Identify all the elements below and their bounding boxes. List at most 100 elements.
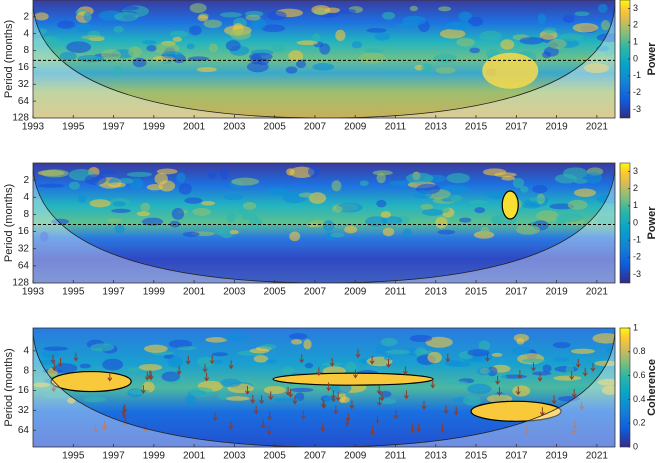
phase-arrow xyxy=(107,372,113,382)
texture xyxy=(111,208,131,214)
phase-arrow xyxy=(202,363,208,373)
phase-arrow xyxy=(344,417,350,427)
texture xyxy=(596,194,615,204)
phase-arrow xyxy=(50,354,56,364)
texture xyxy=(43,392,72,399)
texture xyxy=(573,188,596,197)
x-tick-label: 2021 xyxy=(586,451,609,462)
texture xyxy=(211,352,229,357)
texture xyxy=(226,211,236,223)
phase-arrow xyxy=(349,400,355,410)
y-tick-label: 32 xyxy=(18,243,30,254)
phase-arrow xyxy=(253,405,259,415)
phase-arrow xyxy=(266,426,272,435)
texture xyxy=(168,339,193,349)
texture xyxy=(242,213,259,221)
texture xyxy=(409,5,419,12)
texture xyxy=(295,60,307,69)
phase-arrow xyxy=(212,412,218,422)
x-tick-label: 2015 xyxy=(465,451,488,462)
texture xyxy=(113,26,124,33)
texture xyxy=(330,232,345,238)
x-tick-label: 1993 xyxy=(22,287,45,298)
texture xyxy=(217,392,229,400)
colorbar-tick-label: 0.2 xyxy=(633,418,646,428)
texture xyxy=(365,48,384,54)
texture xyxy=(263,386,286,395)
texture xyxy=(272,44,286,53)
x-tick-label: 2021 xyxy=(586,122,609,133)
texture xyxy=(146,45,157,52)
texture xyxy=(381,216,403,225)
texture xyxy=(553,357,570,362)
texture xyxy=(189,25,202,36)
texture xyxy=(307,166,320,177)
phase-arrow xyxy=(333,405,339,415)
colorbar-tick-label: -2 xyxy=(633,87,641,97)
texture xyxy=(584,172,603,184)
texture xyxy=(162,51,184,59)
phase-arrow xyxy=(335,392,341,402)
texture xyxy=(446,173,470,184)
texture xyxy=(192,207,212,216)
texture xyxy=(205,337,228,343)
texture xyxy=(573,178,588,184)
colorbar-tick-label: 1 xyxy=(633,37,638,47)
y-tick-label: 16 xyxy=(18,385,30,396)
hotspot xyxy=(482,52,539,89)
y-axis-label: Period (months) xyxy=(3,20,15,98)
texture xyxy=(456,37,475,47)
phase-arrow xyxy=(443,405,449,415)
texture xyxy=(242,201,257,210)
texture xyxy=(171,207,185,220)
x-tick-label: 2019 xyxy=(545,287,568,298)
phase-arrow xyxy=(326,382,332,392)
texture xyxy=(542,364,552,373)
texture xyxy=(516,338,525,345)
texture xyxy=(298,192,315,198)
texture xyxy=(439,28,466,39)
texture xyxy=(494,172,517,178)
texture xyxy=(463,395,482,406)
x-tick-label: 1993 xyxy=(22,122,45,133)
phase-arrow xyxy=(524,425,530,435)
texture xyxy=(477,367,492,376)
x-tick-label: 2011 xyxy=(385,287,407,298)
phase-arrow xyxy=(185,355,191,365)
colorbar-tick-label: 1 xyxy=(633,322,638,332)
texture xyxy=(449,194,463,202)
texture xyxy=(112,200,126,207)
texture xyxy=(340,396,350,403)
texture xyxy=(128,46,143,57)
texture xyxy=(146,184,164,191)
texture xyxy=(425,336,453,348)
texture xyxy=(553,375,582,381)
texture xyxy=(259,343,277,350)
x-tick-label: 2017 xyxy=(505,122,528,133)
texture xyxy=(552,341,571,349)
texture xyxy=(282,366,294,375)
y-axis-label: Period (months) xyxy=(3,184,15,262)
texture xyxy=(127,367,141,372)
x-tick-label: 2007 xyxy=(304,451,327,462)
texture xyxy=(90,343,115,352)
texture xyxy=(345,361,357,372)
hotspot xyxy=(50,370,132,393)
texture xyxy=(597,3,608,13)
x-tick-label: 1999 xyxy=(143,122,166,133)
phase-arrow xyxy=(250,394,256,404)
phase-arrow xyxy=(176,366,182,375)
texture xyxy=(246,61,269,73)
texture xyxy=(239,208,250,215)
phase-arrow xyxy=(209,355,215,365)
texture xyxy=(106,218,122,223)
texture xyxy=(467,349,490,357)
texture xyxy=(196,67,217,73)
x-tick-label: 2003 xyxy=(223,451,246,462)
texture xyxy=(405,172,434,184)
y-tick-label: 128 xyxy=(12,113,29,124)
cone-of-influence xyxy=(33,163,615,283)
texture xyxy=(136,211,150,217)
texture xyxy=(39,231,49,242)
texture xyxy=(469,47,481,54)
